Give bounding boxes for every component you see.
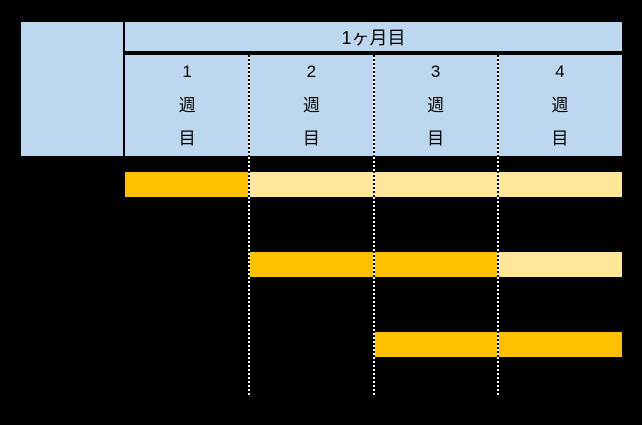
week-separator-dotted-line-3 [496,55,499,395]
week-header-label-line: 週 [551,95,569,115]
week-separator-dotted-line-1 [248,55,251,395]
week-header-label-line: 週 [302,95,320,115]
month-header-cell: 1ヶ月目 [125,22,622,53]
month-header-label: 1ヶ月目 [341,27,406,48]
header-corner-cell [21,22,123,156]
week-header-label-line: 2 [306,62,317,82]
week-header-label-line: 4 [555,62,565,82]
week-header-cell-4: 4 週目 [498,55,622,156]
week-header-label-line: 週 [178,95,196,115]
week-header-label-line: 3 [430,62,441,82]
gantt-bar-row1-week1-to-1 [125,172,250,197]
week-separator-dotted-line-2 [372,55,375,395]
week-header-label-line: 1 [182,62,192,82]
week-header-cell-2: 2 週目 [249,55,373,156]
gantt-bar-row2-week4-to-4 [497,252,622,277]
week-header-cell-1: 1 週目 [125,55,249,156]
week-header-label-line: 目 [302,129,320,149]
week-header-label-line: 目 [427,129,445,149]
week-header-label-line: 週 [427,95,445,115]
week-header-label-line: 目 [551,129,569,149]
week-header-cell-3: 3 週目 [374,55,498,156]
gantt-bar-row1-week2-to-4 [249,172,622,197]
week-header-label-line: 目 [178,129,196,149]
